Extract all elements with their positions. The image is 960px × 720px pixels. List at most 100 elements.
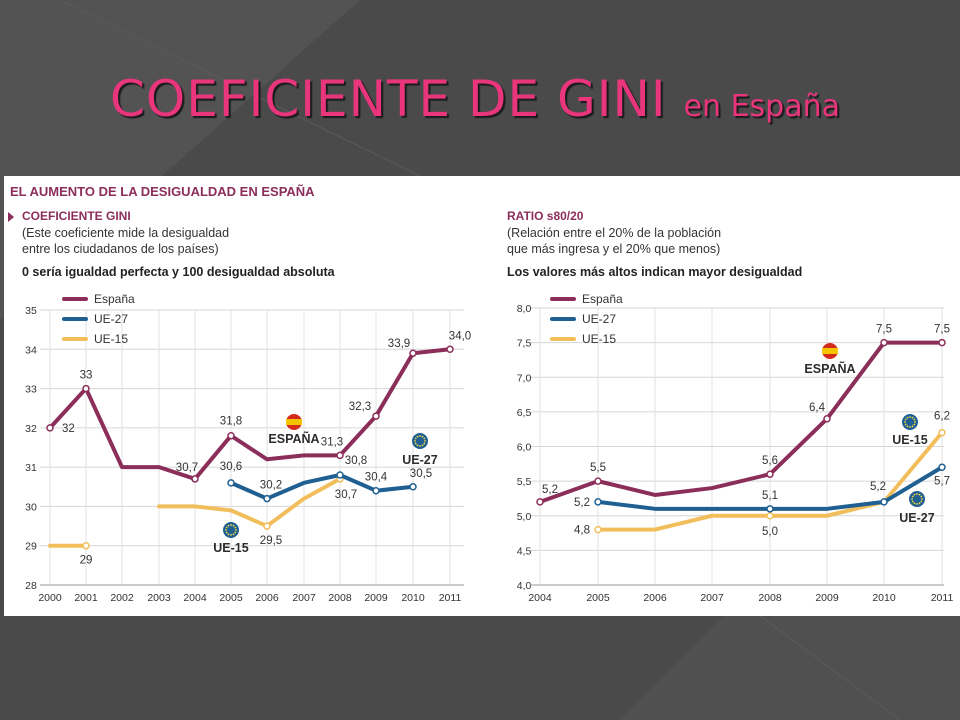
gini-x-tick-label: 2003 xyxy=(147,592,171,604)
ratio-eu-flag-icon-star xyxy=(904,421,906,423)
ratio-data-label: 6,2 xyxy=(934,411,950,423)
ratio-eu-flag-icon-star xyxy=(913,493,916,496)
gini-x-tick-label: 2002 xyxy=(110,592,134,604)
ratio-data-point xyxy=(938,463,946,472)
ratio-eu-flag-icon-star xyxy=(911,500,914,503)
infographic: EL AUMENTO DE LA DESIGUALDAD EN ESPAÑA C… xyxy=(4,176,960,616)
ratio-y-tick-label: 7,0 xyxy=(517,372,532,384)
ratio-data-point xyxy=(766,470,774,478)
ratio-data-label: 5,1 xyxy=(762,490,778,502)
gini-data-label: 33,9 xyxy=(388,338,410,350)
gini-eu-flag-icon-star xyxy=(421,435,424,438)
gini-spain-flag-icon-band xyxy=(286,419,302,425)
gini-data-label: 29 xyxy=(80,555,93,567)
gini-y-tick-label: 34 xyxy=(25,344,37,356)
gini-x-tick-label: 2010 xyxy=(401,592,425,604)
ratio-x-tick-label: 2007 xyxy=(700,592,724,604)
ratio-eu-flag-icon-star xyxy=(904,423,907,426)
gini-legend-label: UE-27 xyxy=(94,312,128,326)
ratio-legend-label: UE-27 xyxy=(582,312,616,326)
gini-eu-flag-icon xyxy=(412,433,428,449)
gini-y-tick-label: 31 xyxy=(25,462,37,474)
ratio-x-tick-label: 2008 xyxy=(758,592,782,604)
gini-eu-flag-icon-star xyxy=(234,526,237,529)
ratio-data-label: 5,2 xyxy=(870,481,886,493)
ratio-annotation: UE-15 xyxy=(892,433,927,447)
ratio-data-point xyxy=(766,505,774,513)
right-panel-desc-line2: que más ingresa y el 20% que menos) xyxy=(507,242,721,256)
gini-x-tick-label: 2008 xyxy=(328,592,352,604)
gini-eu-flag-icon-star xyxy=(235,529,237,531)
ratio-data-point xyxy=(536,498,544,506)
ratio-eu-flag-icon-star xyxy=(916,493,918,495)
ratio-y-tick-label: 5,0 xyxy=(517,511,532,523)
ratio-eu-flag-icon-star xyxy=(921,498,923,500)
right-panel-title: RATIO s80/20 xyxy=(507,209,584,223)
ratio-annotation: ESPAÑA xyxy=(804,361,855,376)
gini-annotation: ESPAÑA xyxy=(268,431,319,446)
ratio-x-tick-label: 2009 xyxy=(815,592,839,604)
ratio-eu-flag-icon-star xyxy=(911,495,914,498)
ratio-data-point xyxy=(594,477,602,485)
gini-x-tick-label: 2006 xyxy=(255,592,279,604)
gini-data-label: 30,6 xyxy=(220,461,242,473)
gini-data-point xyxy=(227,479,235,487)
gini-eu-flag-icon-star xyxy=(414,437,417,440)
gini-annotation: UE-15 xyxy=(213,541,248,555)
ratio-eu-flag-icon-star xyxy=(918,493,921,496)
ratio-y-tick-label: 5,5 xyxy=(517,476,532,488)
ratio-data-point xyxy=(938,338,946,347)
gini-eu-flag-icon-star xyxy=(230,524,232,526)
ratio-y-tick-label: 8,0 xyxy=(517,303,532,315)
right-panel-desc-line1: (Relación entre el 20% de la población xyxy=(507,226,722,240)
gini-chart: 28 29 30 31 32 33 34 35 2000 2001 2002 2003 2004 2005… xyxy=(25,292,954,604)
ratio-eu-flag-icon-star xyxy=(916,503,918,505)
gini-eu-flag-icon-star xyxy=(227,524,230,527)
gini-x-tick-label: 2004 xyxy=(183,592,207,604)
right-panel-note: Los valores más altos indican mayor desi… xyxy=(507,265,803,279)
gini-x-tick-label: 2000 xyxy=(38,592,62,604)
ratio-data-point xyxy=(880,498,888,506)
gini-data-label: 32,3 xyxy=(349,401,371,413)
ratio-data-label: 5,0 xyxy=(762,526,778,538)
gini-data-point xyxy=(336,451,344,460)
ratio-eu-flag-icon-star xyxy=(911,425,914,428)
ratio-x-tick-label: 2010 xyxy=(872,592,896,604)
ratio-eu-flag-icon-star xyxy=(911,498,913,500)
ratio-x-tick-label: 2011 xyxy=(931,592,954,604)
gini-y-tick-label: 29 xyxy=(25,541,37,553)
gini-eu-flag-icon-star xyxy=(416,444,419,447)
panel-marker-icon xyxy=(8,212,14,222)
gini-data-label: 30,7 xyxy=(335,489,357,501)
gini-data-point xyxy=(227,431,235,440)
gini-legend-label: España xyxy=(94,292,135,306)
gini-series-line-espa-a xyxy=(48,347,452,481)
left-panel-title: COEFICIENTE GINI xyxy=(22,209,131,223)
ratio-x-tick-label: 2006 xyxy=(643,592,667,604)
ratio-eu-flag-icon-star xyxy=(920,500,923,503)
ratio-y-tick-label: 6,5 xyxy=(517,407,532,419)
ratio-eu-flag-icon-star xyxy=(918,502,921,505)
ratio-data-label: 6,4 xyxy=(809,402,826,414)
ratio-eu-flag-icon-star xyxy=(913,423,916,426)
ratio-eu-flag-icon-star xyxy=(904,418,907,421)
ratio-x-tick-label: 2005 xyxy=(586,592,610,604)
gini-x-tick-label: 2011 xyxy=(439,592,462,604)
gini-eu-flag-icon-star xyxy=(230,534,232,536)
gini-eu-flag-icon xyxy=(223,522,239,538)
gini-data-point xyxy=(46,424,54,432)
gini-eu-flag-icon-star xyxy=(416,435,419,438)
gini-eu-flag-icon-star xyxy=(225,526,228,529)
gini-data-point xyxy=(446,345,454,354)
ratio-data-label: 7,5 xyxy=(934,324,950,336)
ratio-eu-flag-icon-star xyxy=(911,416,914,419)
gini-y-tick-label: 33 xyxy=(25,384,37,396)
ratio-eu-flag-icon-star xyxy=(914,421,916,423)
infographic-heading: EL AUMENTO DE LA DESIGUALDAD EN ESPAÑA xyxy=(10,184,315,199)
left-panel-desc-line1: (Este coeficiente mide la desigualdad xyxy=(22,226,230,240)
gini-data-point xyxy=(191,475,199,483)
ratio-y-tick-label: 7,5 xyxy=(517,338,532,350)
ratio-eu-flag-icon xyxy=(902,414,918,430)
ratio-legend-label: España xyxy=(582,292,623,306)
gini-data-point xyxy=(372,412,380,420)
